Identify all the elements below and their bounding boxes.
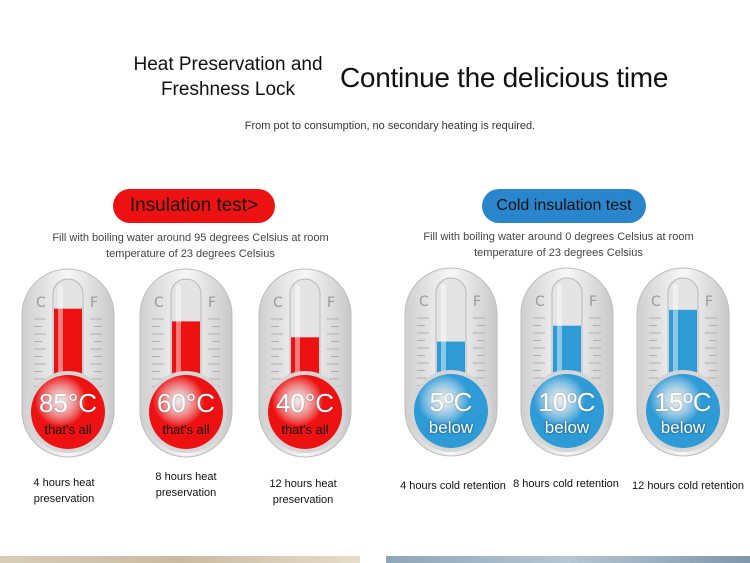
temperature-note: that's all: [281, 422, 329, 437]
tube-highlight: [176, 285, 181, 385]
scale-label-c: C: [651, 294, 661, 310]
temperature-reading: 15ºC: [654, 387, 712, 417]
temperature-note: below: [660, 418, 706, 437]
caption-cold-1: 4 hours cold retention: [400, 480, 506, 492]
cold-test-description: Fill with boiling water around 0 degrees…: [423, 231, 694, 259]
temperature-reading: 5ºC: [429, 387, 473, 417]
scale-label-f: F: [327, 295, 335, 311]
caption-cold-3: 12 hours cold retention: [632, 480, 744, 492]
cold-insulation-test-badge: Cold insulation test: [482, 189, 646, 223]
heading-line-1: Heat Preservation and: [133, 54, 323, 75]
temperature-note: that's all: [44, 422, 92, 437]
scale-label-c: C: [36, 295, 46, 311]
thermometer-bulb: [646, 374, 720, 448]
hot-test-description: Fill with boiling water around 95 degree…: [52, 232, 329, 260]
scale-label-c: C: [273, 295, 283, 311]
temperature-reading: 60°C: [156, 388, 216, 418]
insulation-test-badge: Insulation test>: [113, 189, 275, 223]
caption-hot-1: 4 hours heat preservation: [33, 477, 95, 505]
heading-line-2: Freshness Lock: [160, 79, 296, 100]
caption-hot-3: 12 hours heat preservation: [269, 478, 337, 506]
tube-highlight: [557, 284, 562, 384]
scale-label-c: C: [419, 294, 429, 310]
caption-hot-2: 8 hours heat preservation: [155, 471, 217, 499]
tube-highlight: [673, 284, 678, 384]
temperature-note: that's all: [162, 422, 210, 437]
heading-heat-preservation: Heat Preservation and Freshness Lock: [128, 52, 328, 102]
scale-label-c: C: [154, 295, 164, 311]
thermometer-bulb: [414, 374, 488, 448]
temperature-note: below: [544, 418, 590, 437]
tagline: Continue the delicious time: [340, 62, 669, 93]
subtitle: From pot to consumption, no secondary he…: [244, 120, 536, 132]
scale-label-f: F: [589, 294, 597, 310]
tube-highlight: [295, 285, 300, 385]
scale-label-c: C: [535, 294, 545, 310]
caption-cold-2: 8 hours cold retention: [513, 478, 619, 490]
bottom-photo-strip-right: [386, 556, 750, 563]
scale-label-f: F: [90, 295, 98, 311]
temperature-reading: 40°C: [275, 388, 335, 418]
thermometer-bulb: [530, 374, 604, 448]
bottom-photo-strip-left: [0, 556, 360, 563]
scale-label-f: F: [473, 294, 481, 310]
thermometer-bulb: [31, 375, 105, 449]
scale-label-f: F: [208, 295, 216, 311]
tube-highlight: [441, 284, 446, 384]
temperature-reading: 85°C: [38, 388, 98, 418]
temperature-reading: 10ºC: [538, 387, 596, 417]
tube-highlight: [58, 285, 63, 385]
thermometer-bulb: [149, 375, 223, 449]
scale-label-f: F: [705, 294, 713, 310]
thermometer-bulb: [268, 375, 342, 449]
temperature-note: below: [428, 418, 474, 437]
